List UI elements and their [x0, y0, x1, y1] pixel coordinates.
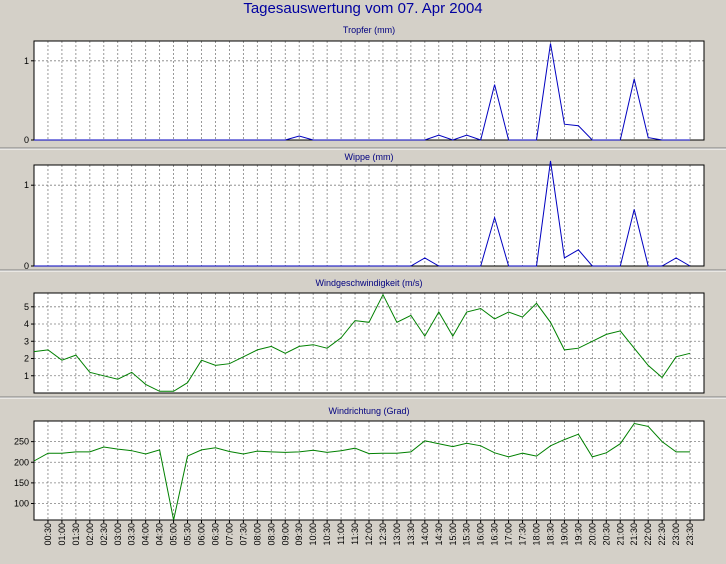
- x-tick-label: 23:30: [685, 523, 695, 546]
- x-tick-label: 17:00: [504, 523, 514, 546]
- y-tick-label: 1: [24, 371, 29, 381]
- panel-title: Tropfer (mm): [343, 25, 395, 35]
- y-tick-label: 100: [14, 499, 29, 509]
- x-tick-label: 19:00: [559, 523, 569, 546]
- panel-title: Windgeschwindigkeit (m/s): [315, 278, 422, 288]
- x-tick-label: 14:30: [434, 523, 444, 546]
- x-tick-label: 07:30: [238, 523, 248, 546]
- x-tick-label: 15:30: [462, 523, 472, 546]
- x-tick-label: 07:00: [224, 523, 234, 546]
- series-line: [34, 43, 690, 141]
- x-tick-label: 06:30: [210, 523, 220, 546]
- x-tick-label: 00:30: [43, 523, 53, 546]
- y-tick-label: 2: [24, 354, 29, 364]
- panel-title: Windrichtung (Grad): [328, 406, 409, 416]
- x-tick-label: 15:00: [448, 523, 458, 546]
- panel-title: Wippe (mm): [345, 152, 394, 162]
- x-tick-label: 04:00: [141, 523, 151, 546]
- page-title: Tagesauswertung vom 07. Apr 2004: [243, 0, 483, 17]
- x-tick-label: 23:00: [671, 523, 681, 546]
- x-tick-label: 13:30: [406, 523, 416, 546]
- x-tick-label: 05:00: [169, 523, 179, 546]
- x-tick-label: 12:00: [364, 523, 374, 546]
- x-tick-label: 06:00: [197, 523, 207, 546]
- x-tick-label: 14:00: [420, 523, 430, 546]
- x-tick-label: 10:30: [322, 523, 332, 546]
- x-tick-label: 09:00: [280, 523, 290, 546]
- x-tick-label: 16:30: [490, 523, 500, 546]
- x-tick-label: 10:00: [308, 523, 318, 546]
- series-line: [33, 293, 691, 392]
- x-tick-label: 11:00: [336, 523, 346, 545]
- x-tick-label: 02:00: [85, 523, 95, 546]
- series-line: [34, 160, 691, 267]
- x-tick-label: 22:30: [657, 523, 667, 546]
- x-tick-label: 11:30: [350, 523, 360, 545]
- x-tick-label: 05:30: [183, 523, 193, 546]
- x-tick-label: 18:00: [532, 523, 542, 546]
- x-tick-label: 08:00: [252, 523, 262, 546]
- series-line: [33, 422, 690, 521]
- x-tick-label: 01:00: [57, 523, 67, 546]
- x-tick-label: 18:30: [545, 523, 555, 546]
- y-tick-label: 5: [24, 302, 29, 312]
- y-tick-label: 200: [14, 457, 29, 467]
- y-tick-label: 0: [24, 261, 29, 271]
- x-tick-label: 17:30: [518, 523, 528, 546]
- x-tick-label: 20:30: [601, 523, 611, 546]
- x-tick-label: 03:30: [127, 523, 137, 546]
- x-tick-label: 13:00: [392, 523, 402, 546]
- y-tick-label: 1: [24, 180, 29, 190]
- y-tick-label: 1: [24, 56, 29, 66]
- x-tick-label: 02:30: [99, 523, 109, 546]
- x-tick-label: 12:30: [378, 523, 388, 546]
- x-tick-label: 01:30: [71, 523, 81, 546]
- x-tick-label: 16:00: [476, 523, 486, 546]
- x-tick-label: 03:00: [113, 523, 123, 546]
- x-tick-label: 21:30: [629, 523, 639, 546]
- x-tick-label: 04:30: [155, 523, 165, 546]
- plot-frame: [33, 292, 705, 394]
- y-tick-label: 250: [14, 437, 29, 447]
- x-tick-label: 21:00: [615, 523, 625, 546]
- x-tick-label: 19:30: [573, 523, 583, 546]
- x-tick-label: 20:00: [587, 523, 597, 546]
- x-tick-label: 22:00: [643, 523, 653, 546]
- y-tick-label: 4: [24, 319, 29, 329]
- x-tick-label: 08:30: [266, 523, 276, 546]
- y-tick-label: 3: [24, 336, 29, 346]
- y-tick-label: 150: [14, 478, 29, 488]
- y-tick-label: 0: [24, 135, 29, 145]
- x-tick-label: 09:30: [294, 523, 304, 546]
